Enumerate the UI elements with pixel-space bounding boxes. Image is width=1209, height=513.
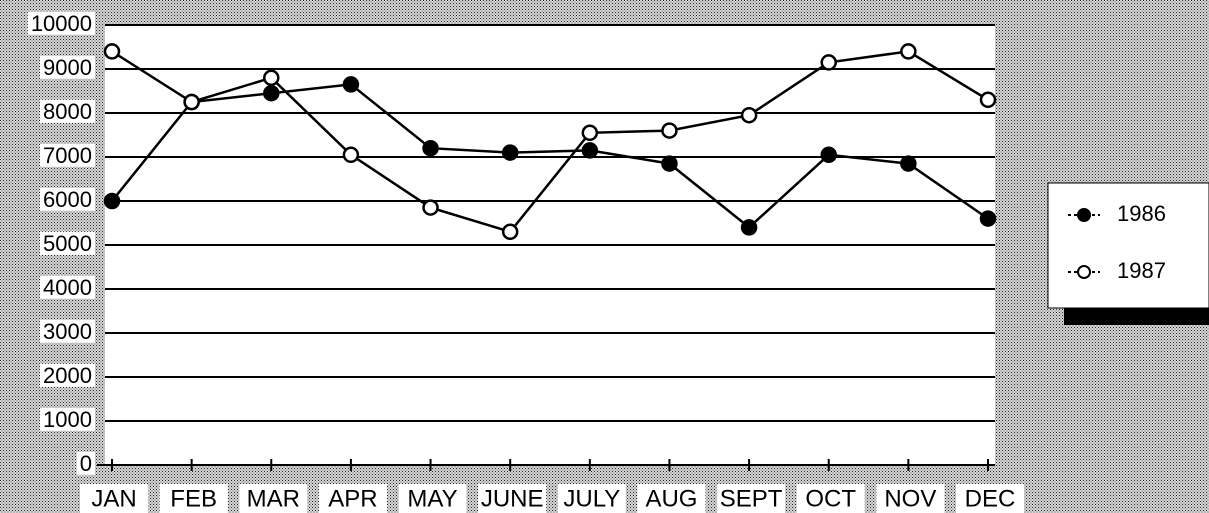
y-tick-label-bg bbox=[40, 231, 95, 255]
data-point bbox=[820, 54, 837, 71]
data-point bbox=[183, 93, 200, 111]
x-tick-label-bg bbox=[478, 484, 547, 513]
y-tick-label: 5000 bbox=[43, 231, 92, 256]
y-tick-label-bg bbox=[40, 143, 95, 167]
data-point bbox=[422, 139, 439, 157]
y-tick-label: 3000 bbox=[43, 319, 92, 344]
data-point bbox=[501, 144, 519, 161]
legend-marker bbox=[1077, 208, 1091, 222]
x-tick-label: APR bbox=[328, 485, 377, 512]
data-point bbox=[900, 155, 917, 172]
y-tick-label-bg bbox=[76, 451, 95, 475]
y-tick-label-bg bbox=[40, 187, 95, 211]
x-tick-label-bg bbox=[557, 484, 626, 513]
data-point bbox=[661, 155, 678, 172]
data-point bbox=[581, 142, 599, 159]
y-tick-label: 2000 bbox=[43, 363, 92, 388]
x-tick-label: SEPT bbox=[720, 485, 783, 512]
data-point bbox=[342, 146, 360, 164]
data-point bbox=[581, 124, 599, 142]
data-point bbox=[740, 219, 758, 236]
data-point bbox=[103, 43, 121, 60]
legend-shadow bbox=[1064, 305, 1209, 325]
data-point bbox=[501, 223, 519, 241]
y-tick-label: 10000 bbox=[31, 11, 92, 36]
data-point bbox=[979, 91, 997, 109]
x-tick-label-bg bbox=[398, 484, 467, 513]
x-tick-label: MAY bbox=[407, 485, 457, 512]
y-tick-label: 4000 bbox=[43, 275, 92, 300]
data-point bbox=[263, 84, 280, 102]
y-tick-label: 0 bbox=[80, 451, 92, 476]
x-tick-label: OCT bbox=[805, 485, 856, 512]
y-tick-label-bg bbox=[40, 407, 95, 431]
y-tick-label-bg bbox=[40, 275, 95, 299]
x-tick-label-bg bbox=[318, 484, 387, 513]
data-point bbox=[661, 122, 678, 139]
x-tick-label: DEC bbox=[965, 485, 1016, 512]
x-tick-label: NOV bbox=[884, 485, 936, 512]
y-tick-label: 9000 bbox=[43, 55, 92, 80]
data-point bbox=[979, 210, 997, 227]
x-tick-label: JULY bbox=[563, 485, 620, 512]
x-tick-label-bg bbox=[717, 484, 786, 513]
legend-label: 1986 bbox=[1117, 201, 1166, 226]
x-tick-label-bg bbox=[876, 484, 945, 513]
legend-label: 1987 bbox=[1117, 258, 1166, 283]
y-tick-label: 7000 bbox=[43, 143, 92, 168]
x-tick-label-bg bbox=[80, 484, 148, 513]
data-point bbox=[422, 199, 439, 216]
y-tick-label: 1000 bbox=[43, 407, 92, 432]
x-tick-label-bg bbox=[637, 484, 706, 513]
data-point bbox=[740, 106, 758, 124]
x-tick-label-bg bbox=[956, 484, 1024, 513]
y-tick-label-bg bbox=[40, 55, 95, 79]
x-tick-label-bg bbox=[239, 484, 308, 513]
x-tick-label: JUNE bbox=[481, 485, 544, 512]
x-tick-label-bg bbox=[159, 484, 228, 513]
series-line bbox=[111, 83, 989, 230]
x-tick-label: MAR bbox=[247, 485, 300, 512]
x-tick-label-bg bbox=[796, 484, 865, 513]
x-tick-label: FEB bbox=[170, 485, 217, 512]
data-point bbox=[900, 43, 917, 60]
data-point bbox=[820, 146, 837, 164]
y-tick-label: 6000 bbox=[43, 187, 92, 212]
x-tick-label: JAN bbox=[91, 485, 136, 512]
x-tick-label: AUG bbox=[645, 485, 697, 512]
y-tick-label-bg bbox=[40, 319, 95, 343]
data-point bbox=[263, 69, 280, 87]
y-tick-label-bg bbox=[40, 363, 95, 387]
legend-box bbox=[1047, 182, 1209, 309]
data-point bbox=[103, 192, 121, 210]
y-tick-label: 8000 bbox=[43, 99, 92, 124]
y-tick-label-bg bbox=[40, 99, 95, 123]
series-line bbox=[111, 50, 989, 234]
y-tick-label-bg bbox=[27, 11, 95, 35]
legend-marker bbox=[1077, 265, 1091, 279]
data-point bbox=[342, 76, 360, 93]
